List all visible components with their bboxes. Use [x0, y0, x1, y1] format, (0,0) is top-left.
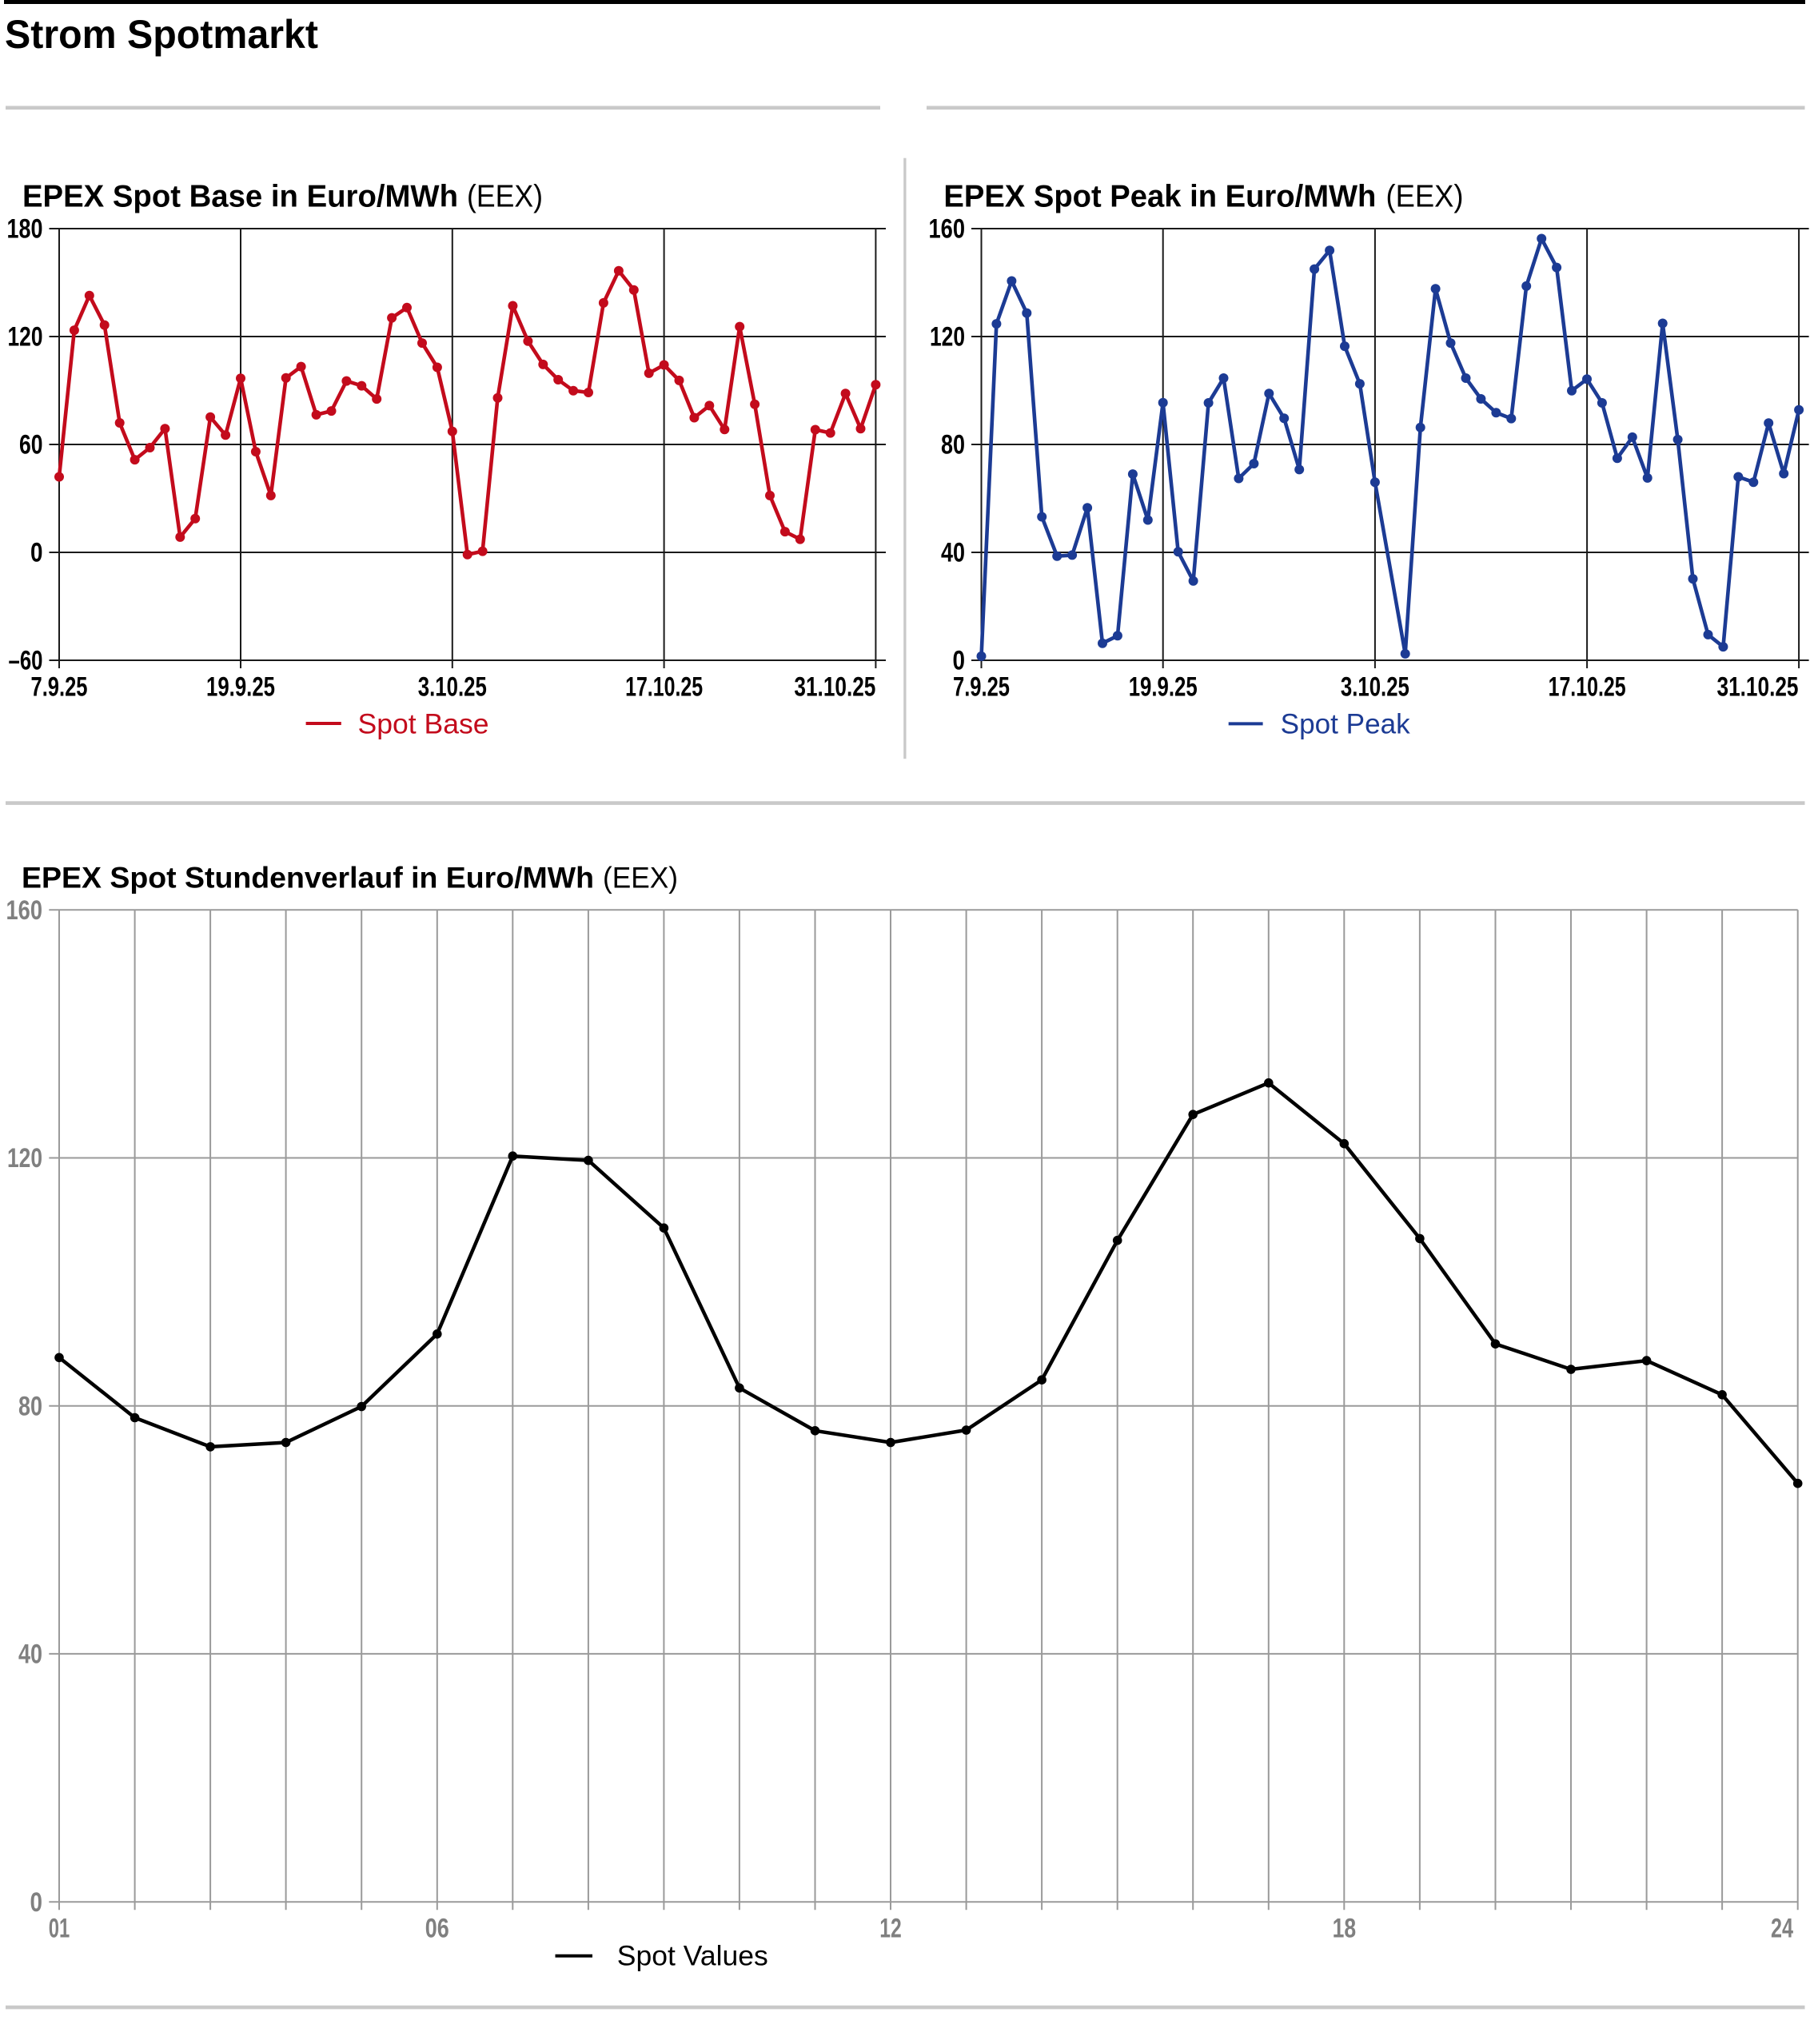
svg-text:–60: –60: [9, 646, 43, 676]
svg-text:40: 40: [18, 1640, 42, 1670]
svg-text:Spot Values: Spot Values: [617, 1941, 768, 1972]
svg-text:120: 120: [8, 322, 43, 353]
svg-text:120: 120: [930, 322, 965, 353]
svg-text:40: 40: [941, 538, 965, 568]
svg-text:0: 0: [953, 646, 966, 676]
svg-text:Strom Spotmarkt: Strom Spotmarkt: [5, 12, 318, 57]
svg-text:120: 120: [7, 1143, 42, 1173]
svg-text:17.10.25: 17.10.25: [1549, 672, 1626, 703]
svg-text:31.10.25: 31.10.25: [1717, 672, 1799, 703]
svg-text:(EEX): (EEX): [467, 180, 543, 214]
svg-text:7.9.25: 7.9.25: [953, 672, 1010, 703]
svg-text:3.10.25: 3.10.25: [418, 672, 487, 703]
svg-text:0: 0: [30, 538, 43, 568]
svg-text:17.10.25: 17.10.25: [625, 672, 703, 703]
svg-text:01: 01: [49, 1914, 70, 1944]
svg-text:0: 0: [30, 1887, 43, 1918]
svg-text:EPEX Spot Base in Euro/MWh: EPEX Spot Base in Euro/MWh: [22, 180, 458, 214]
svg-text:19.9.25: 19.9.25: [206, 672, 275, 703]
svg-text:180: 180: [7, 214, 43, 245]
svg-text:19.9.25: 19.9.25: [1129, 672, 1198, 703]
svg-text:160: 160: [929, 214, 966, 245]
svg-text:EPEX Spot Peak in Euro/MWh: EPEX Spot Peak in Euro/MWh: [943, 180, 1376, 214]
svg-text:160: 160: [6, 895, 43, 926]
svg-text:80: 80: [18, 1391, 42, 1421]
svg-text:06: 06: [425, 1914, 449, 1944]
svg-text:24: 24: [1771, 1914, 1793, 1944]
svg-text:18: 18: [1333, 1914, 1357, 1944]
svg-text:(EEX): (EEX): [603, 861, 678, 894]
svg-text:(EEX): (EEX): [1386, 180, 1464, 214]
svg-text:80: 80: [941, 430, 965, 460]
svg-text:12: 12: [879, 1914, 902, 1944]
svg-text:60: 60: [19, 430, 43, 460]
svg-text:EPEX Spot Stundenverlauf in Eu: EPEX Spot Stundenverlauf in Euro/MWh: [22, 861, 594, 894]
svg-text:Spot Base: Spot Base: [358, 708, 489, 739]
svg-text:Spot Peak: Spot Peak: [1281, 708, 1411, 739]
svg-text:31.10.25: 31.10.25: [794, 672, 875, 703]
svg-text:3.10.25: 3.10.25: [1341, 672, 1409, 703]
svg-text:7.9.25: 7.9.25: [31, 672, 88, 703]
